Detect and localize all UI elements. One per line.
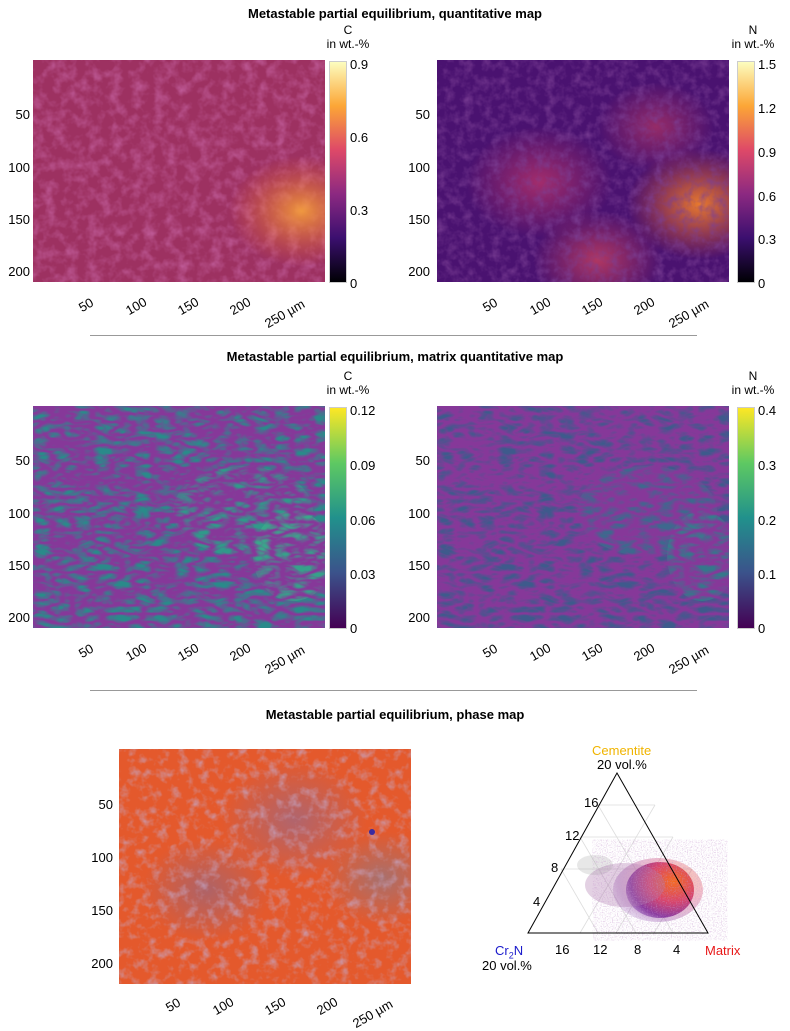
section-title-quantitative: Metastable partial equilibrium, quantita…: [247, 6, 542, 21]
ternary-bottom-tick: 12: [593, 942, 608, 957]
colorbar-tick: 0.3: [758, 232, 777, 247]
map-c-matrix: [33, 406, 325, 628]
colorbar-tick: 0.3: [350, 203, 369, 218]
divider: [90, 335, 697, 336]
x-tick: 50: [480, 294, 501, 315]
colorbar-tick: 0.12: [350, 403, 376, 418]
x-tick: 200: [227, 294, 254, 318]
colorbar-tick: 0: [758, 276, 766, 291]
x-tick: 250 µm: [262, 642, 308, 677]
ternary-left-tick: 4: [533, 894, 541, 909]
x-tick: 150: [262, 994, 289, 1018]
y-tick: 50: [415, 107, 430, 122]
x-tick: 100: [527, 640, 554, 664]
map-n-matrix: [437, 406, 729, 628]
y-tick: 150: [408, 212, 430, 227]
map-phase: [119, 749, 411, 984]
ternary-bottom-tick: 8: [634, 942, 642, 957]
colorbar-tick: 0.4: [758, 403, 777, 418]
x-tick: 200: [631, 294, 658, 318]
x-tick: 250 µm: [666, 642, 712, 677]
x-tick: 200: [314, 994, 341, 1018]
y-tick: 200: [408, 610, 430, 625]
x-tick: 100: [123, 294, 150, 318]
colorbar-tick: 0: [350, 621, 358, 636]
section-title-matrix: Metastable partial equilibrium, matrix q…: [226, 349, 564, 364]
x-tick: 100: [210, 994, 237, 1018]
x-tick: 250 µm: [262, 296, 308, 331]
x-tick: 100: [123, 640, 150, 664]
colorbar-c-matrix: [329, 407, 347, 629]
y-tick: 200: [8, 264, 30, 279]
colorbar-tick: 0.1: [758, 567, 777, 582]
colorbar-tick: 0.9: [350, 57, 369, 72]
ternary-left-tick: 8: [551, 860, 559, 875]
divider: [90, 690, 697, 691]
ternary-left-tick: 16: [584, 795, 599, 810]
x-tick: 250 µm: [350, 996, 396, 1031]
y-tick: 50: [15, 107, 30, 122]
colorbar-tick: 1.5: [758, 57, 777, 72]
map-c-quantitative: [33, 60, 325, 282]
ternary-bottom-tick: 4: [673, 942, 681, 957]
ternary-diagram: [520, 770, 710, 950]
x-tick: 150: [175, 294, 202, 318]
y-tick: 200: [8, 610, 30, 625]
colorbar-n-quantitative: [737, 61, 755, 283]
y-tick: 100: [8, 506, 30, 521]
y-tick: 150: [8, 212, 30, 227]
x-tick: 150: [175, 640, 202, 664]
y-tick: 200: [408, 264, 430, 279]
x-tick: 100: [527, 294, 554, 318]
colorbar-tick: 0.06: [350, 513, 376, 528]
colorbar-tick: 0.9: [758, 145, 777, 160]
ternary-left-tick: 12: [565, 828, 580, 843]
x-tick: 50: [480, 640, 501, 661]
colorbar-tick: 1.2: [758, 101, 777, 116]
y-tick: 150: [8, 558, 30, 573]
colorbar-tick: 0.2: [758, 513, 777, 528]
y-tick: 100: [8, 160, 30, 175]
x-tick: 200: [631, 640, 658, 664]
y-tick: 100: [408, 160, 430, 175]
ternary-apex-cr2n: Cr2N: [495, 943, 524, 961]
ternary-apex-cementite-sub: 20 vol.%: [597, 757, 647, 772]
y-tick: 150: [91, 903, 113, 918]
colorbar-tick: 0: [350, 276, 358, 291]
y-tick: 200: [91, 956, 113, 971]
ternary-bottom-tick: 16: [555, 942, 570, 957]
y-tick: 100: [408, 506, 430, 521]
colorbar-tick: 0.3: [758, 458, 777, 473]
map-n-quantitative: [437, 60, 729, 282]
y-tick: 50: [15, 453, 30, 468]
x-tick: 50: [76, 294, 97, 315]
colorbar-tick: 0.09: [350, 458, 376, 473]
x-tick: 150: [579, 294, 606, 318]
x-tick: 200: [227, 640, 254, 664]
x-tick: 150: [579, 640, 606, 664]
colorbar-tick: 0: [758, 621, 766, 636]
ternary-apex-matrix: Matrix: [705, 943, 741, 958]
colorbar-tick: 0.6: [350, 130, 369, 145]
colorbar-n-matrix: [737, 407, 755, 629]
colorbar-tick: 0.6: [758, 189, 777, 204]
x-tick: 250 µm: [666, 296, 712, 331]
section-title-phase: Metastable partial equilibrium, phase ma…: [265, 707, 525, 722]
colorbar-tick: 0.03: [350, 567, 376, 582]
colorbar-c-quantitative: [329, 61, 347, 283]
ternary-apex-cementite: Cementite: [592, 743, 652, 758]
y-tick: 50: [98, 797, 113, 812]
y-tick: 150: [408, 558, 430, 573]
y-tick: 50: [415, 453, 430, 468]
x-tick: 50: [76, 640, 97, 661]
y-tick: 100: [91, 850, 113, 865]
ternary-apex-cr2n-sub: 20 vol.%: [482, 958, 532, 973]
x-tick: 50: [163, 994, 184, 1015]
